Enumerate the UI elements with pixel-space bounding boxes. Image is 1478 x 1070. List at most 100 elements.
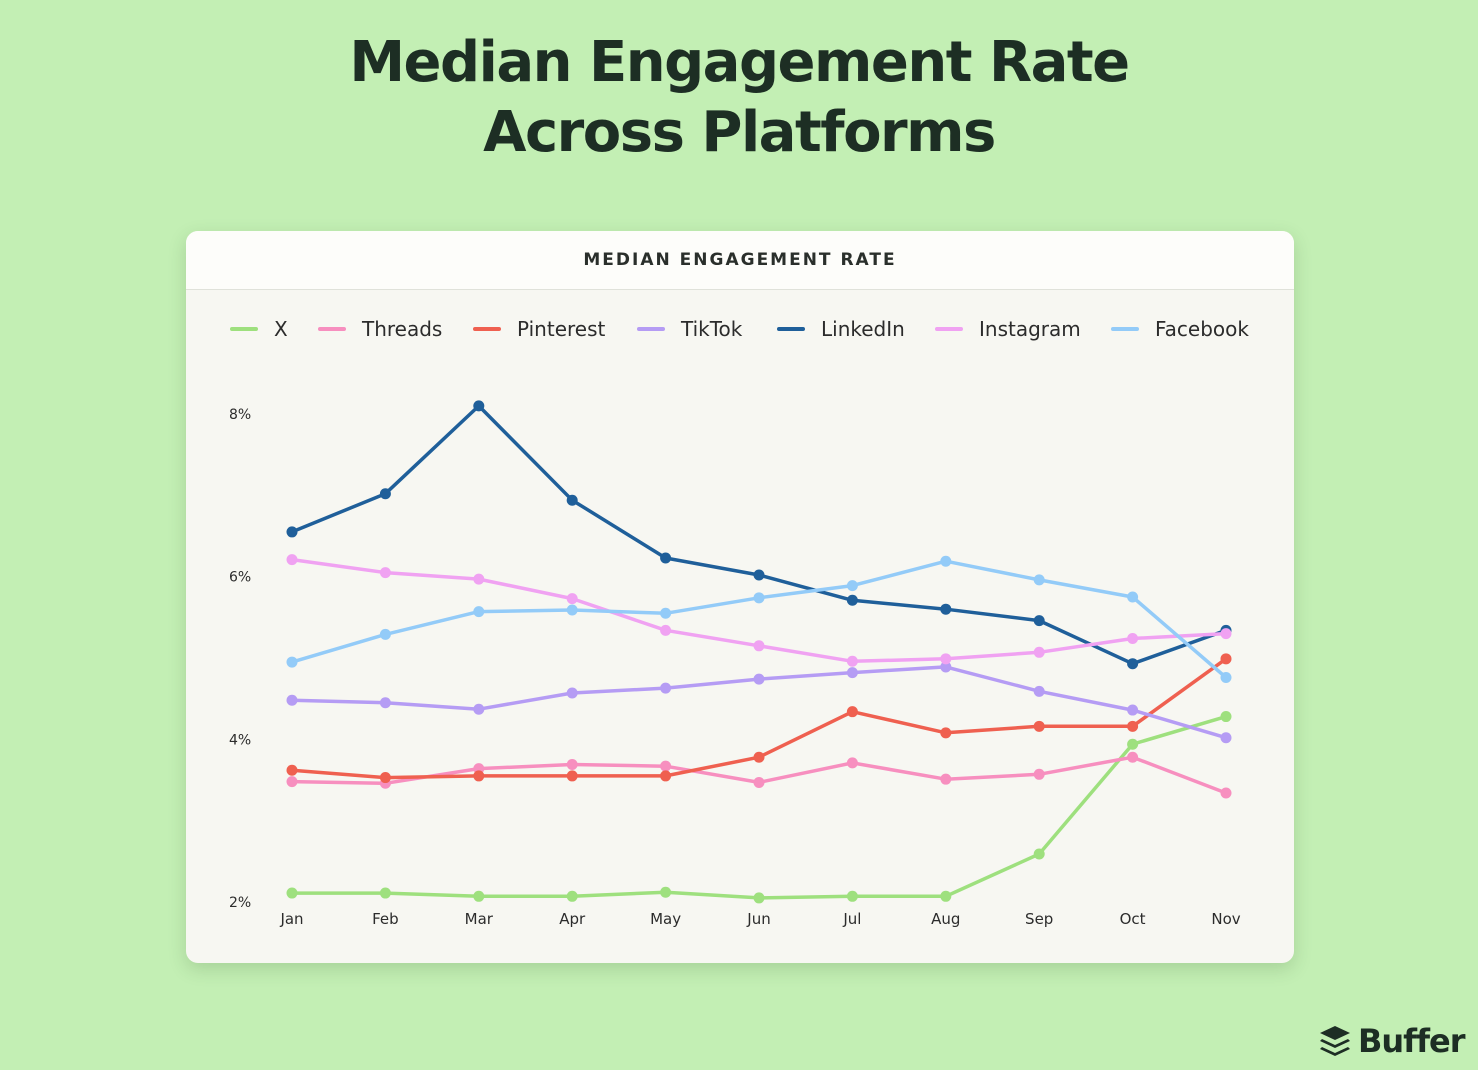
x-tick-label: Apr — [559, 910, 586, 928]
data-point-facebook — [1127, 591, 1139, 603]
data-point-tiktok — [379, 697, 391, 709]
data-point-facebook — [660, 607, 672, 619]
data-point-x — [1033, 848, 1045, 860]
legend-swatch — [318, 327, 346, 331]
data-point-instagram — [566, 593, 578, 605]
data-point-tiktok — [846, 667, 858, 679]
data-point-threads — [1033, 768, 1045, 780]
x-tick-label: Jan — [279, 910, 303, 928]
data-point-tiktok — [753, 673, 765, 685]
legend-swatch — [777, 327, 805, 331]
data-point-linkedin — [846, 594, 858, 606]
data-point-facebook — [753, 592, 765, 604]
data-point-pinterest — [566, 770, 578, 782]
data-point-facebook — [566, 604, 578, 616]
data-point-linkedin — [286, 526, 298, 538]
data-point-linkedin — [566, 494, 578, 506]
legend-swatch — [935, 327, 963, 331]
data-point-linkedin — [660, 552, 672, 564]
data-point-pinterest — [940, 727, 952, 739]
data-point-tiktok — [940, 661, 952, 673]
data-point-tiktok — [473, 703, 485, 715]
x-tick-label: Nov — [1211, 910, 1240, 928]
x-tick-label: Aug — [931, 910, 960, 928]
chart-card: MEDIAN ENGAGEMENT RATE X Threads Pinterest… — [186, 231, 1294, 963]
data-point-facebook — [1220, 672, 1232, 684]
data-point-threads — [940, 773, 952, 785]
data-point-tiktok — [1127, 704, 1139, 716]
data-point-linkedin — [940, 603, 952, 615]
data-point-x — [379, 887, 391, 899]
buffer-logo: Buffer — [1318, 1020, 1465, 1064]
data-point-instagram — [846, 655, 858, 667]
data-point-facebook — [286, 656, 298, 668]
data-point-pinterest — [753, 751, 765, 763]
legend-label: TikTok — [681, 317, 743, 341]
data-point-instagram — [1127, 632, 1139, 644]
legend-label: LinkedIn — [821, 317, 905, 341]
data-point-pinterest — [1127, 720, 1139, 732]
data-point-linkedin — [1033, 615, 1045, 627]
series-facebook — [286, 555, 1232, 684]
x-tick-label: Feb — [372, 910, 399, 928]
series-tiktok — [286, 661, 1232, 744]
x-tick-label: May — [650, 910, 681, 928]
data-point-linkedin — [1127, 658, 1139, 670]
legend-label: Threads — [362, 317, 443, 341]
data-point-x — [660, 886, 672, 898]
series-instagram — [286, 554, 1232, 667]
chart-title: MEDIAN ENGAGEMENT RATE — [583, 250, 897, 270]
chart-headline: Median Engagement Rate — [349, 30, 1130, 95]
data-point-instagram — [286, 554, 298, 566]
data-point-facebook — [940, 555, 952, 567]
y-tick-label: 8% — [229, 407, 251, 423]
x-tick-label: Mar — [465, 910, 494, 928]
legend-label: Pinterest — [517, 317, 606, 341]
data-point-instagram — [1033, 646, 1045, 658]
data-point-pinterest — [379, 772, 391, 784]
data-point-linkedin — [753, 569, 765, 581]
x-tick-label: Jun — [746, 910, 770, 928]
line-chart: 2% 4% 6% 8% Jan Feb Mar Apr May Jun Jul Aug Sep Oct No… — [229, 400, 1241, 928]
data-point-x — [473, 890, 485, 902]
data-point-instagram — [1220, 628, 1232, 640]
y-tick-label: 4% — [229, 732, 251, 748]
x-tick-label: Sep — [1025, 910, 1053, 928]
data-point-pinterest — [1033, 720, 1045, 732]
data-point-x — [940, 890, 952, 902]
chart-card-header: MEDIAN ENGAGEMENT RATE — [186, 231, 1294, 290]
legend-label: X — [274, 317, 288, 341]
legend-label: Instagram — [979, 317, 1081, 341]
buffer-stack-icon — [1320, 1026, 1350, 1056]
chart-headline-line-2: Across Platforms — [483, 100, 996, 165]
brand-name: Buffer — [1358, 1022, 1465, 1060]
data-point-instagram — [379, 567, 391, 579]
data-point-instagram — [940, 653, 952, 665]
data-point-pinterest — [846, 706, 858, 718]
data-point-facebook — [473, 606, 485, 618]
data-point-pinterest — [1220, 653, 1232, 665]
legend-label: Facebook — [1155, 317, 1249, 341]
data-point-tiktok — [286, 694, 298, 706]
data-point-facebook — [379, 628, 391, 640]
data-point-instagram — [473, 573, 485, 585]
data-point-pinterest — [660, 770, 672, 782]
legend-swatch — [1111, 327, 1139, 331]
data-point-x — [286, 887, 298, 899]
series-x — [286, 711, 1232, 904]
y-tick-label: 2% — [229, 895, 251, 911]
data-point-tiktok — [1220, 732, 1232, 744]
data-point-x — [753, 892, 765, 904]
series-line-x — [290, 714, 1228, 900]
data-point-tiktok — [566, 687, 578, 699]
legend-swatch — [473, 327, 501, 331]
x-tick-label: Jul — [842, 910, 861, 928]
data-point-pinterest — [473, 770, 485, 782]
data-point-tiktok — [1033, 685, 1045, 697]
legend-swatch — [637, 327, 665, 331]
legend-swatch — [230, 327, 258, 331]
data-point-pinterest — [286, 764, 298, 776]
data-point-threads — [286, 776, 298, 788]
series-line-linkedin — [290, 404, 1228, 666]
data-point-threads — [566, 759, 578, 771]
